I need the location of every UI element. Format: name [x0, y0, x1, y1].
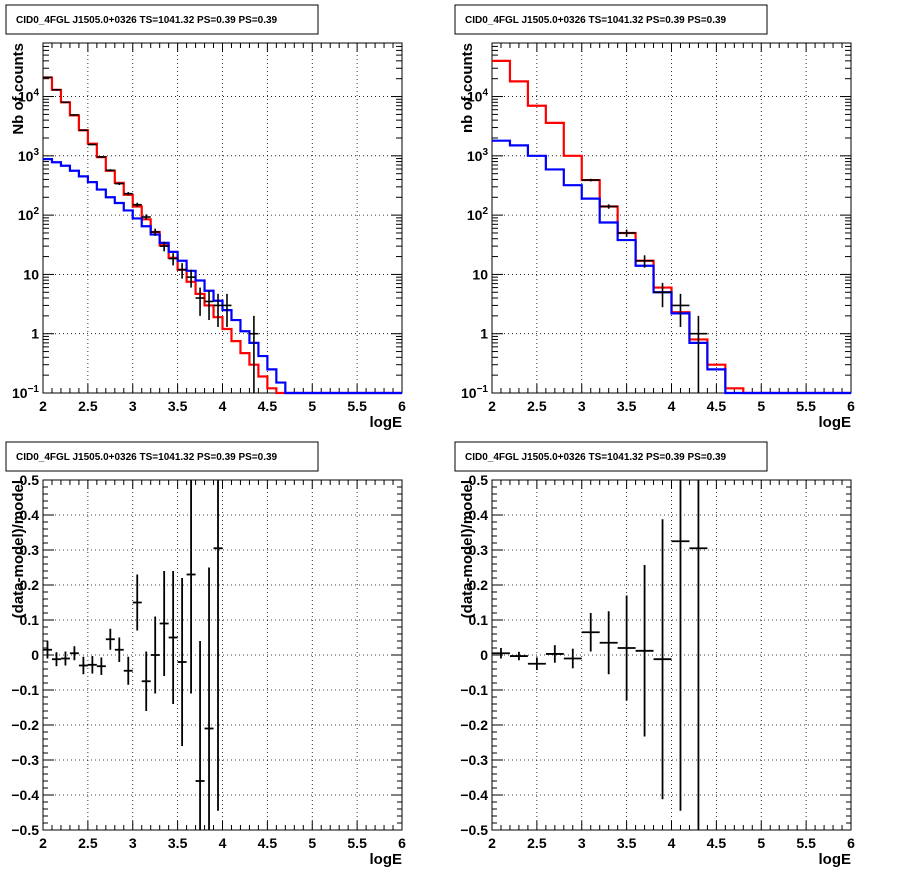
- pad-residuals-left: CID0_4FGL J1505.0+0326 TS=1041.32 PS=0.3…: [5, 441, 406, 868]
- x-tick-label: 2: [39, 398, 47, 414]
- y-tick-label: −0.2: [11, 717, 39, 733]
- x-tick-label: 2: [488, 835, 496, 851]
- y-tick-label: 102: [18, 206, 40, 223]
- x-tick-label: 4: [219, 398, 227, 414]
- x-tick-label: 3.5: [617, 835, 637, 851]
- x-axis-title: logE: [819, 851, 852, 868]
- y-tick-label: 103: [18, 147, 40, 164]
- x-tick-label: 4: [668, 398, 676, 414]
- pad-residuals-right: CID0_4FGL J1505.0+0326 TS=1041.32 PS=0.3…: [454, 441, 855, 868]
- y-tick-label: −0.2: [460, 717, 488, 733]
- x-tick-label: 4: [219, 835, 227, 851]
- chart-title: CID0_4FGL J1505.0+0326 TS=1041.32 PS=0.3…: [465, 15, 727, 26]
- x-tick-label: 3: [129, 835, 137, 851]
- y-axis-title: nb of counts: [459, 43, 476, 133]
- y-tick-label: 0.4: [469, 507, 489, 523]
- y-tick-label: 0.3: [20, 542, 40, 558]
- x-axis-title: logE: [819, 414, 852, 431]
- y-tick-label: 0.2: [20, 577, 40, 593]
- y-tick-label: 10: [472, 266, 488, 282]
- chart-title: CID0_4FGL J1505.0+0326 TS=1041.32 PS=0.3…: [465, 452, 727, 463]
- pad-counts-right: CID0_4FGL J1505.0+0326 TS=1041.32 PS=0.3…: [454, 4, 855, 431]
- x-tick-label: 6: [847, 835, 855, 851]
- x-tick-label: 2.5: [527, 398, 547, 414]
- x-tick-label: 4.5: [707, 398, 727, 414]
- x-axis-title: logE: [370, 414, 403, 431]
- x-tick-label: 5.5: [347, 398, 367, 414]
- y-tick-label: −0.4: [11, 787, 39, 803]
- y-tick-label: 0.5: [20, 472, 40, 488]
- y-tick-label: 0: [480, 647, 488, 663]
- y-axis-title: Nb of counts: [10, 43, 27, 135]
- x-tick-label: 6: [398, 835, 406, 851]
- y-axis-title: (data-model)/model: [10, 480, 27, 618]
- x-tick-label: 3.5: [617, 398, 637, 414]
- x-tick-label: 5: [308, 398, 316, 414]
- y-tick-label: 0.1: [469, 612, 489, 628]
- y-tick-label: 10−1: [12, 384, 39, 401]
- x-tick-label: 2: [39, 835, 47, 851]
- x-tick-label: 2.5: [78, 398, 98, 414]
- y-tick-label: 102: [467, 206, 489, 223]
- y-tick-label: 10−1: [461, 384, 488, 401]
- x-tick-label: 3: [129, 398, 137, 414]
- x-tick-label: 3.5: [168, 835, 188, 851]
- y-tick-label: 0.3: [469, 542, 489, 558]
- x-tick-label: 5.5: [347, 835, 367, 851]
- y-tick-label: 1: [31, 326, 39, 342]
- title-box: [454, 4, 768, 35]
- x-tick-label: 4.5: [258, 398, 278, 414]
- y-tick-label: 0: [31, 647, 39, 663]
- y-tick-label: 0.5: [469, 472, 489, 488]
- y-tick-label: −0.3: [11, 752, 39, 768]
- y-tick-label: −0.5: [460, 822, 488, 838]
- y-tick-label: −0.1: [11, 682, 39, 698]
- y-tick-label: −0.3: [460, 752, 488, 768]
- x-tick-label: 5.5: [796, 835, 816, 851]
- y-tick-label: 0.4: [20, 507, 40, 523]
- x-tick-label: 2: [488, 398, 496, 414]
- x-tick-label: 6: [847, 398, 855, 414]
- y-tick-label: 10: [23, 266, 39, 282]
- y-tick-label: 0.1: [20, 612, 40, 628]
- y-tick-label: 1: [480, 326, 488, 342]
- x-tick-label: 5: [757, 398, 765, 414]
- x-tick-label: 2.5: [527, 835, 547, 851]
- y-tick-label: −0.4: [460, 787, 488, 803]
- model-step-line: [43, 158, 402, 395]
- y-tick-label: 0.2: [469, 577, 489, 593]
- title-box: [5, 4, 319, 35]
- x-tick-label: 6: [398, 398, 406, 414]
- x-tick-label: 3.5: [168, 398, 188, 414]
- title-box: [5, 441, 319, 472]
- x-tick-label: 5: [757, 835, 765, 851]
- x-tick-label: 3: [578, 398, 586, 414]
- x-tick-label: 4.5: [707, 835, 727, 851]
- chart-title: CID0_4FGL J1505.0+0326 TS=1041.32 PS=0.3…: [16, 452, 278, 463]
- x-tick-label: 4.5: [258, 835, 278, 851]
- y-tick-label: 103: [467, 147, 489, 164]
- chart-title: CID0_4FGL J1505.0+0326 TS=1041.32 PS=0.3…: [16, 15, 278, 26]
- y-tick-label: −0.1: [460, 682, 488, 698]
- y-axis-title: (data-model)/model: [459, 480, 476, 618]
- x-tick-label: 3: [578, 835, 586, 851]
- y-tick-label: −0.5: [11, 822, 39, 838]
- x-axis-title: logE: [370, 851, 403, 868]
- x-tick-label: 2.5: [78, 835, 98, 851]
- x-tick-label: 5: [308, 835, 316, 851]
- x-tick-label: 5.5: [796, 398, 816, 414]
- title-box: [454, 441, 768, 472]
- pad-counts-left: CID0_4FGL J1505.0+0326 TS=1041.32 PS=0.3…: [5, 4, 406, 431]
- x-tick-label: 4: [668, 835, 676, 851]
